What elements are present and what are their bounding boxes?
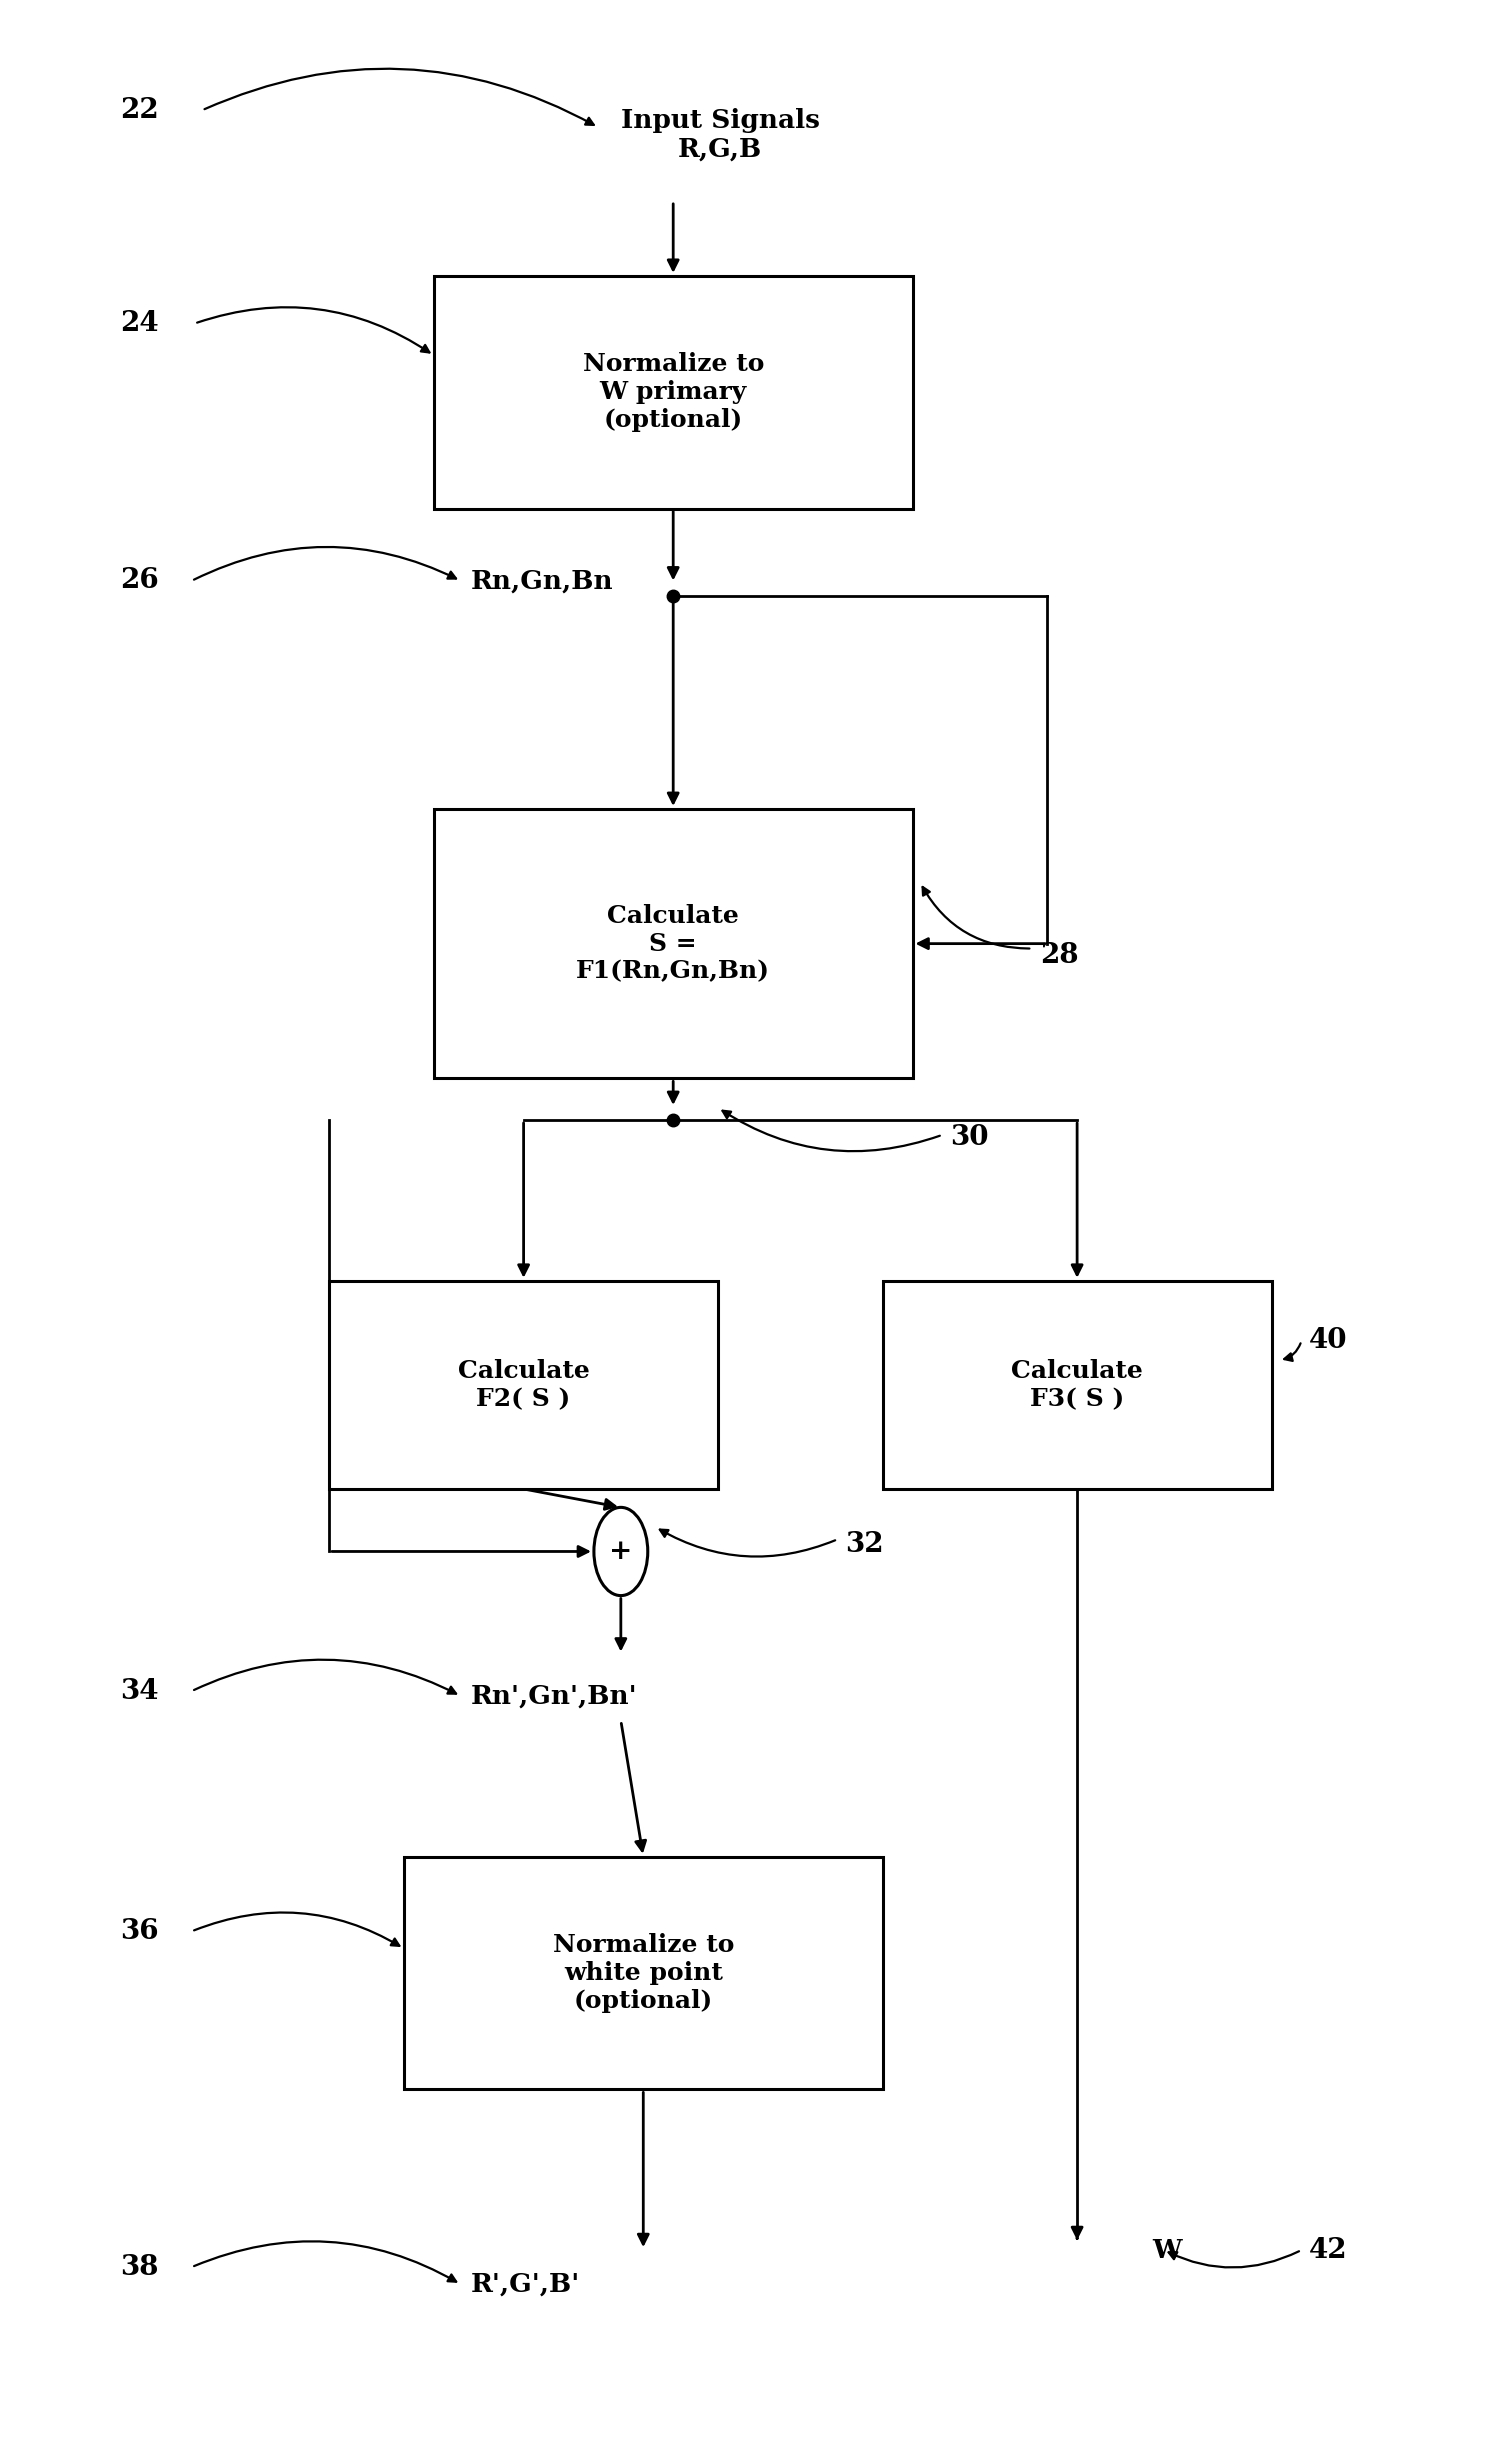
Text: 40: 40	[1309, 1326, 1348, 1355]
Text: 30: 30	[950, 1123, 989, 1152]
Text: 38: 38	[120, 2252, 159, 2282]
FancyBboxPatch shape	[434, 277, 913, 510]
Text: 42: 42	[1309, 2235, 1348, 2265]
Text: Normalize to
white point
(optional): Normalize to white point (optional)	[552, 1934, 735, 2012]
Text: 34: 34	[120, 1676, 159, 1706]
Circle shape	[594, 1507, 648, 1596]
FancyBboxPatch shape	[883, 1279, 1272, 1488]
Text: 32: 32	[845, 1529, 884, 1559]
Text: 28: 28	[1040, 941, 1079, 971]
FancyBboxPatch shape	[434, 809, 913, 1078]
Text: Rn,Gn,Bn: Rn,Gn,Bn	[471, 569, 613, 593]
Text: Calculate
F3( S ): Calculate F3( S )	[1011, 1358, 1143, 1412]
Text: W: W	[1152, 2238, 1182, 2262]
Text: Calculate
F2( S ): Calculate F2( S )	[458, 1358, 589, 1412]
Text: 26: 26	[120, 566, 159, 596]
Text: 24: 24	[120, 309, 159, 338]
Text: Input Signals
R,G,B: Input Signals R,G,B	[621, 108, 820, 162]
FancyBboxPatch shape	[404, 1858, 883, 2088]
Text: Normalize to
W primary
(optional): Normalize to W primary (optional)	[582, 353, 764, 431]
Text: Calculate
S =
F1(Rn,Gn,Bn): Calculate S = F1(Rn,Gn,Bn)	[576, 904, 770, 983]
Text: +: +	[609, 1537, 633, 1566]
Text: 22: 22	[120, 96, 159, 125]
Text: Rn',Gn',Bn': Rn',Gn',Bn'	[471, 1684, 637, 1708]
Text: R',G',B': R',G',B'	[471, 2272, 580, 2297]
Text: 36: 36	[120, 1917, 159, 1946]
FancyBboxPatch shape	[329, 1279, 718, 1488]
